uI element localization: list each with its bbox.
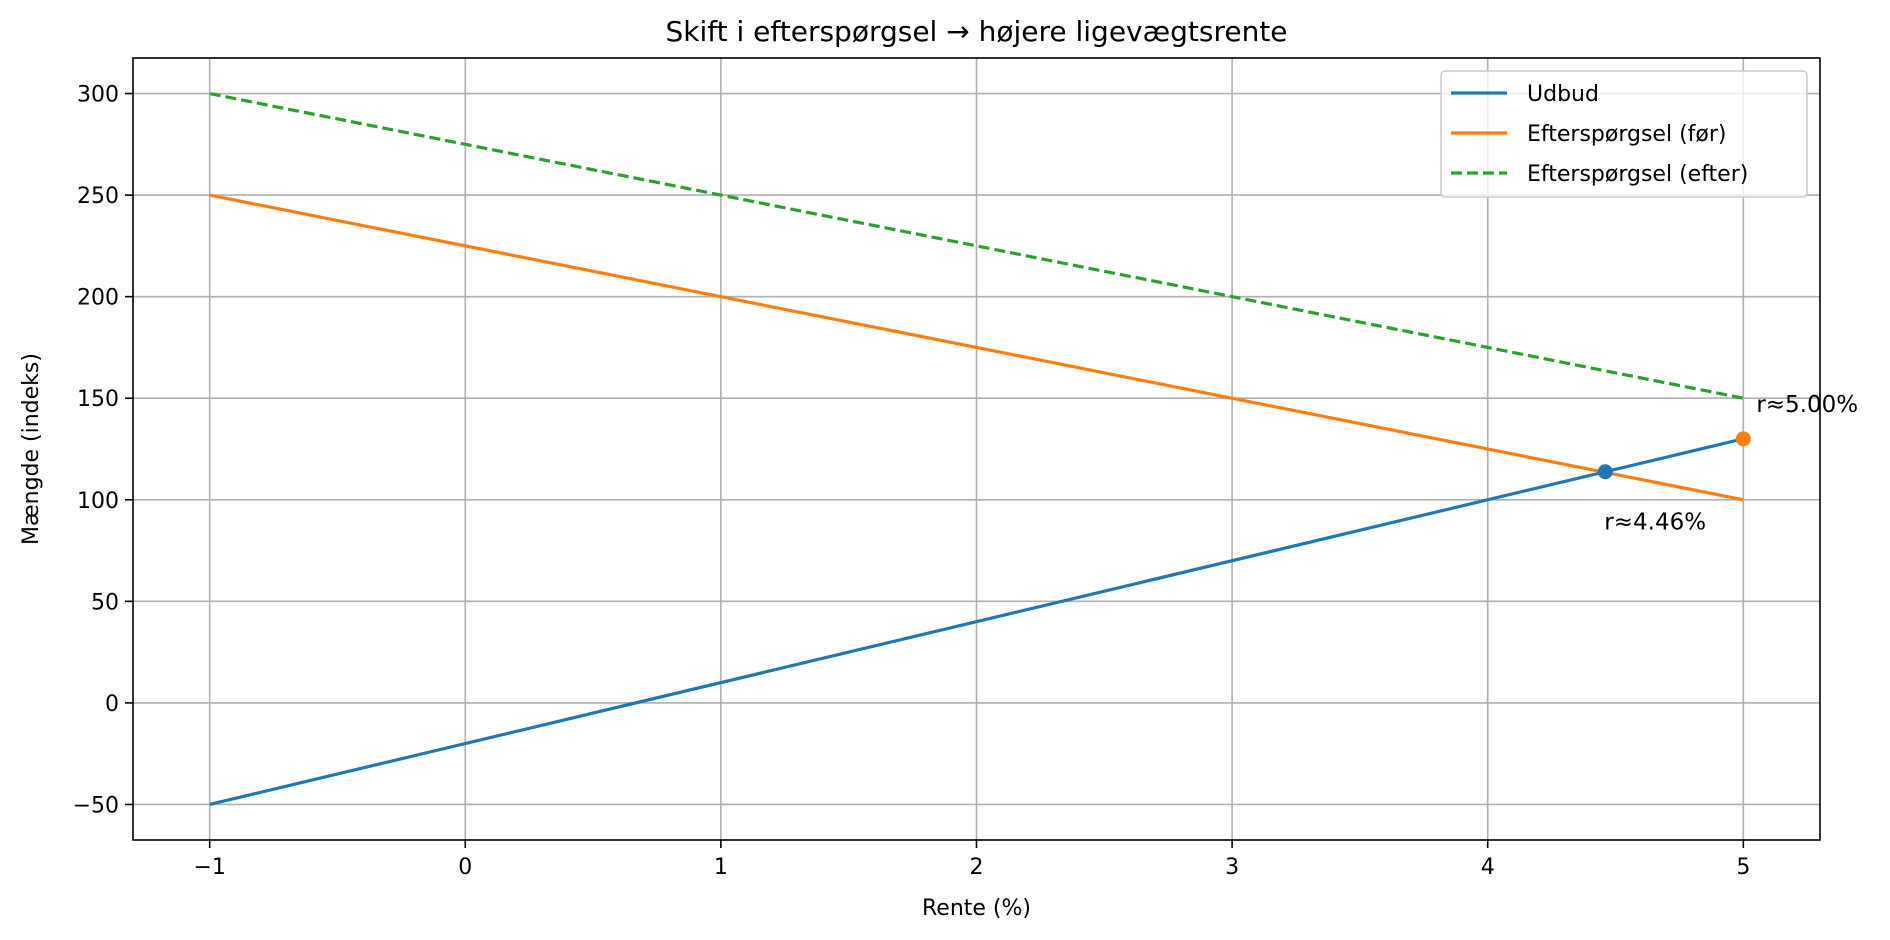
y-tick-label: 200 <box>77 286 119 311</box>
y-tick-label: 150 <box>77 387 119 412</box>
x-tick-label: 3 <box>1225 855 1239 880</box>
equilibrium-point-2 <box>1735 431 1751 447</box>
equilibrium-point-1 <box>1597 464 1613 480</box>
x-tick-label: 4 <box>1481 855 1495 880</box>
y-tick-label: 250 <box>77 184 119 209</box>
x-axis-label: Rente (%) <box>922 896 1031 921</box>
series-line-1 <box>209 437 1744 807</box>
series-lines <box>209 91 1744 807</box>
x-tick-label: 2 <box>970 855 984 880</box>
equilibrium-points: r≈4.46% r≈5.00% <box>1597 392 1858 536</box>
x-tick-label: −1 <box>193 855 225 880</box>
y-axis-label: Mængde (indeks) <box>19 353 44 545</box>
legend-box <box>1440 70 1808 198</box>
equilibrium-label-1: r≈4.46% <box>1604 510 1706 536</box>
legend: Udbud Efterspørgsel (før) Efterspørgsel (e… <box>1440 70 1808 198</box>
legend-entry-2: Efterspørgsel (før) <box>1527 122 1727 147</box>
y-tick-label: 100 <box>77 489 119 514</box>
legend-entry-1: Udbud <box>1527 82 1599 107</box>
series-line-3 <box>209 91 1744 400</box>
equilibrium-label-2: r≈5.00% <box>1756 392 1858 418</box>
y-tick-label: 50 <box>91 590 119 615</box>
legend-entry-3: Efterspørgsel (efter) <box>1527 162 1748 187</box>
x-tick-label: 1 <box>714 855 728 880</box>
chart-title: Skift i efterspørgsel → højere ligevægts… <box>665 15 1287 48</box>
y-tick-label: 0 <box>105 692 119 717</box>
grid <box>133 58 1820 840</box>
series-line-2 <box>209 193 1744 502</box>
x-tick-label: 0 <box>458 855 472 880</box>
y-tick-label: −50 <box>73 793 119 818</box>
axis-ticks: −1 0 1 2 3 4 5 −50 0 50 100 150 200 250 300 <box>73 83 1751 880</box>
y-tick-label: 300 <box>77 83 119 108</box>
x-tick-label: 5 <box>1736 855 1750 880</box>
